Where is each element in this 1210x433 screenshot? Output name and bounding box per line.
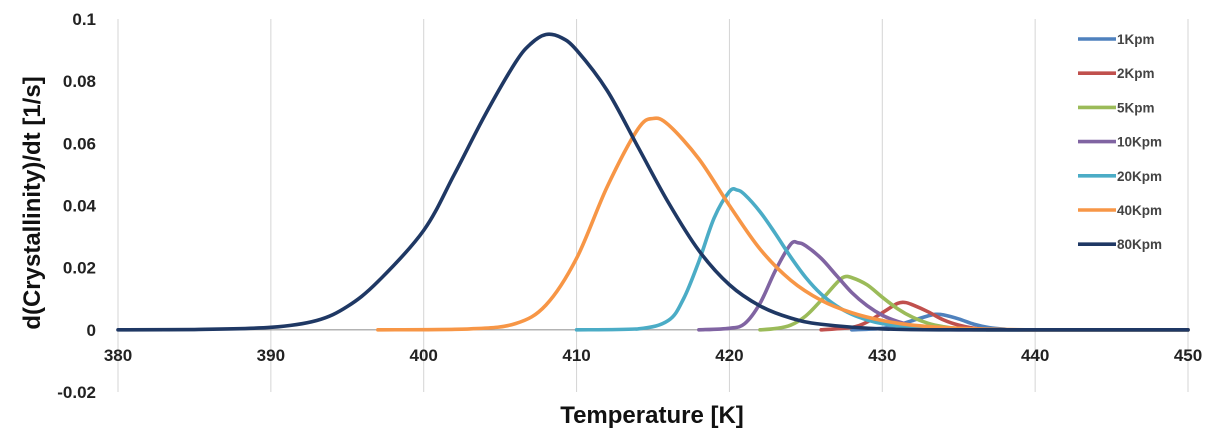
y-tick-label: 0.06 xyxy=(63,134,96,153)
x-tick-label: 410 xyxy=(562,346,590,365)
series-lines xyxy=(116,32,1190,332)
legend-item: 20Kpm xyxy=(1078,169,1162,184)
legend-label: 1Kpm xyxy=(1117,32,1155,47)
legend-item: 1Kpm xyxy=(1078,32,1155,47)
legend-item: 10Kpm xyxy=(1078,135,1162,150)
y-tick-label: 0.02 xyxy=(63,259,96,278)
series-line-80Kpm xyxy=(116,32,1190,332)
legend-label: 20Kpm xyxy=(1117,169,1162,184)
y-tick-label: -0.02 xyxy=(57,383,96,402)
y-tick-label: 0.1 xyxy=(72,10,96,29)
legend-label: 2Kpm xyxy=(1117,66,1155,81)
x-tick-label: 380 xyxy=(104,346,132,365)
y-tick-label: 0.08 xyxy=(63,72,96,91)
series-line-2Kpm xyxy=(819,300,1190,332)
gridlines xyxy=(117,19,1189,392)
y-tick-label: 0.04 xyxy=(63,197,97,216)
y-tick-labels: -0.02 0 0.02 0.04 0.06 0.08 0.1 xyxy=(57,10,96,402)
x-tick-labels: 380 390 400 410 420 430 440 450 xyxy=(104,346,1202,365)
x-axis-title: Temperature [K] xyxy=(560,402,744,429)
legend-label: 40Kpm xyxy=(1117,203,1162,218)
x-tick-label: 400 xyxy=(410,346,438,365)
legend-label: 80Kpm xyxy=(1117,237,1162,252)
x-tick-label: 390 xyxy=(257,346,285,365)
x-tick-label: 420 xyxy=(715,346,743,365)
x-tick-label: 440 xyxy=(1021,346,1049,365)
legend-item: 2Kpm xyxy=(1078,66,1155,81)
series-line-40Kpm xyxy=(376,116,1190,332)
legend-label: 10Kpm xyxy=(1117,135,1162,150)
legend-item: 5Kpm xyxy=(1078,100,1155,115)
legend-label: 5Kpm xyxy=(1117,100,1155,115)
x-tick-label: 450 xyxy=(1174,346,1202,365)
series-line-20Kpm xyxy=(574,186,1190,332)
legend-item: 40Kpm xyxy=(1078,203,1162,218)
y-axis-title: d(Crystallinity)/dt [1/s] xyxy=(19,76,46,329)
legend: 1Kpm 2Kpm 5Kpm 10Kpm 20Kpm 40Kpm 80Kpm xyxy=(1078,32,1162,252)
y-tick-label: 0 xyxy=(87,321,96,340)
legend-item: 80Kpm xyxy=(1078,237,1162,252)
x-tick-label: 430 xyxy=(868,346,896,365)
